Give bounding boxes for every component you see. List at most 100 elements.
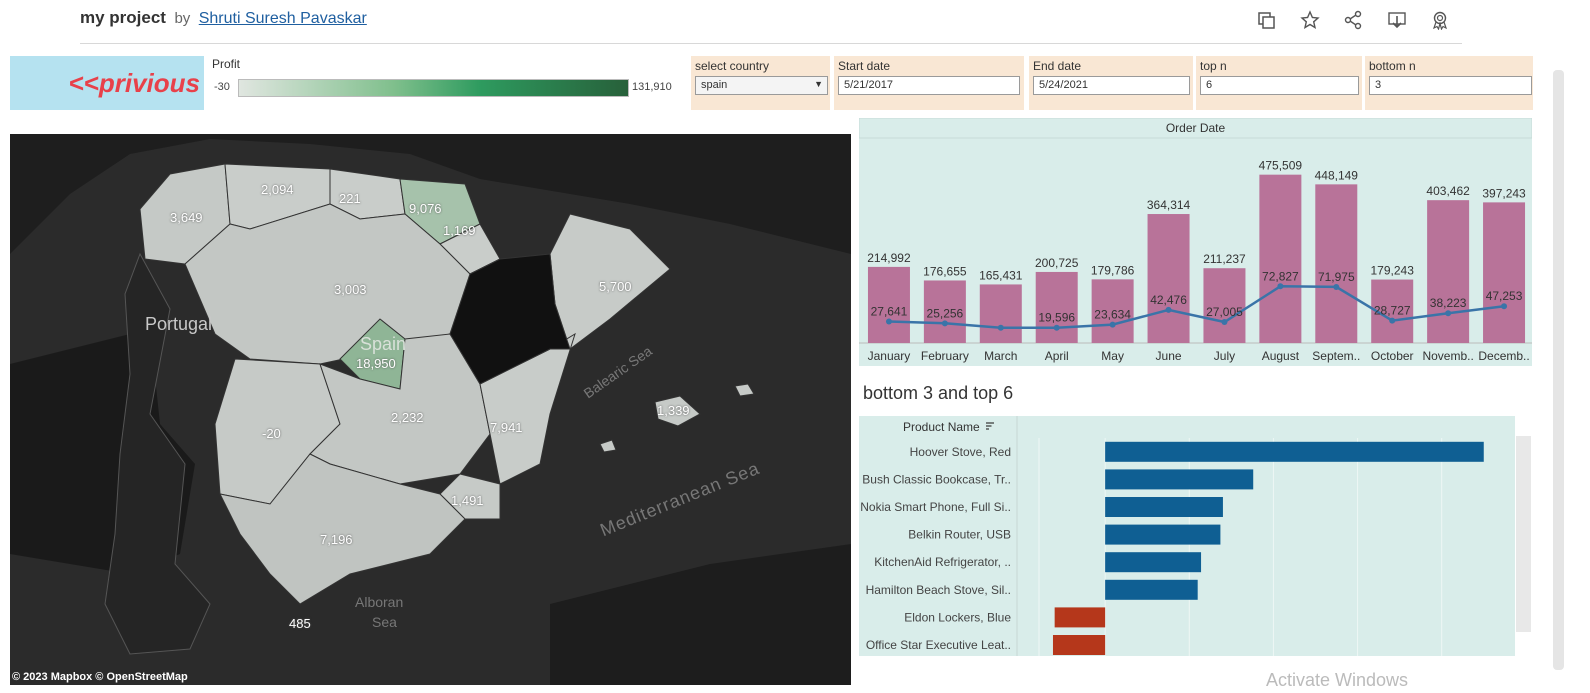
product-bar — [1054, 607, 1106, 628]
filter-country: select country spain ▼ — [691, 56, 830, 110]
product-label: Eldon Lockers, Blue — [904, 610, 1011, 624]
region-value: 9,076 — [409, 201, 442, 216]
filter-label: bottom n — [1369, 59, 1416, 73]
x-tick-label: August — [1262, 349, 1300, 363]
map-canvas — [10, 134, 851, 685]
profit-point — [997, 324, 1004, 331]
end-date-input[interactable]: 5/24/2021 — [1033, 76, 1190, 95]
bar — [1147, 214, 1190, 343]
x-tick-label: October — [1371, 349, 1414, 363]
product-bar — [1105, 441, 1484, 462]
region-balearic — [654, 395, 701, 427]
order-date-chart[interactable]: Order Date 214,992 January 176,655 February 1… — [858, 117, 1533, 366]
chart-scrollbar[interactable] — [1516, 436, 1531, 632]
map-attribution[interactable]: © 2023 Mapbox © OpenStreetMap — [12, 671, 188, 683]
region-value: 5,700 — [599, 279, 632, 294]
watermark-text: Activate Windows — [1266, 670, 1409, 690]
profit-label: 27,641 — [871, 304, 908, 318]
region-andalusia — [219, 453, 466, 605]
filter-label: Start date — [838, 59, 891, 73]
author-link[interactable]: Shruti Suresh Pavaskar — [198, 10, 367, 27]
duplicate-icon[interactable] — [1255, 10, 1277, 32]
bar-label: 397,243 — [1482, 186, 1526, 200]
profit-label: 23,634 — [1094, 308, 1131, 322]
country-select[interactable]: spain ▼ — [695, 76, 828, 95]
x-tick-label: Decemb.. — [1478, 349, 1529, 363]
legend-min: -30 — [214, 81, 230, 93]
region-value: 7,196 — [320, 532, 353, 547]
bar-label: 211,237 — [1203, 252, 1246, 266]
previous-button[interactable]: <<privious — [10, 56, 204, 110]
bar-label: 364,314 — [1147, 198, 1191, 212]
header-bar: my project by Shruti Suresh Pavaskar — [80, 8, 1462, 44]
by-label: by — [174, 10, 191, 27]
bar-label: 475,509 — [1259, 159, 1303, 173]
bar — [979, 284, 1022, 343]
region-value: -20 — [262, 426, 281, 441]
bottom-n-input[interactable]: 3 — [1369, 76, 1532, 95]
filter-label: select country — [695, 59, 770, 73]
filter-label: top n — [1200, 59, 1227, 73]
badge-icon[interactable] — [1429, 10, 1451, 32]
bar-label: 179,786 — [1091, 263, 1135, 277]
profit-label: 19,596 — [1038, 311, 1075, 325]
bar — [923, 280, 966, 343]
profit-point — [941, 320, 948, 327]
region-value: 485 — [289, 616, 311, 631]
product-name-header: Product Name — [903, 420, 980, 434]
region-value: 1,169 — [443, 223, 476, 238]
product-bar-chart[interactable]: Product Name Hoover Stove, Red Bush Classi… — [859, 416, 1515, 656]
profit-point — [885, 318, 892, 325]
profit-color-legend: Profit -30 131,910 — [212, 57, 682, 101]
x-tick-label: March — [984, 349, 1017, 363]
share-icon[interactable] — [1342, 10, 1364, 32]
filter-label: End date — [1033, 59, 1082, 73]
product-bar — [1105, 552, 1202, 573]
product-bar — [1105, 469, 1254, 490]
label-sea: Sea — [372, 614, 397, 630]
product-label: Office Star Executive Leat.. — [866, 638, 1011, 652]
x-tick-label: May — [1101, 349, 1124, 363]
region-value: 3,003 — [334, 282, 367, 297]
bar — [1203, 268, 1246, 343]
label-spain: Spain — [360, 334, 407, 354]
profit-label: 25,256 — [927, 306, 964, 320]
region-value: 2,232 — [391, 410, 424, 425]
x-tick-label: April — [1045, 349, 1069, 363]
row-header-panel — [859, 416, 1017, 656]
region-value: 7,941 — [490, 420, 523, 435]
profit-point — [1277, 283, 1284, 290]
region-value: 2,094 — [261, 182, 294, 197]
spain-profit-map[interactable]: Portugal Spain Balearic Sea Mediterranea… — [10, 134, 851, 685]
page-scrollbar[interactable] — [1553, 70, 1564, 670]
x-tick-label: June — [1156, 349, 1182, 363]
profit-label: 42,476 — [1150, 293, 1187, 307]
bar-label: 214,992 — [867, 251, 911, 265]
bar-label: 165,431 — [979, 268, 1023, 282]
region-value: 1,491 — [451, 493, 484, 508]
top-n-input[interactable]: 6 — [1200, 76, 1359, 95]
bar — [1035, 271, 1078, 343]
download-icon[interactable] — [1386, 10, 1408, 32]
bar — [1427, 200, 1470, 343]
start-date-input[interactable]: 5/21/2017 — [838, 76, 1020, 95]
product-bar-chart-svg: Product Name Hoover Stove, Red Bush Classi… — [859, 416, 1484, 656]
bar-label: 176,655 — [923, 264, 967, 278]
profit-point — [1389, 317, 1396, 324]
star-icon[interactable] — [1299, 10, 1321, 32]
x-tick-label: February — [921, 349, 969, 363]
product-label: Nokia Smart Phone, Full Si.. — [860, 500, 1011, 514]
profit-point — [1445, 310, 1452, 317]
legend-max: 131,910 — [632, 81, 672, 93]
region-value: 1,339 — [657, 403, 690, 418]
legend-gradient — [238, 79, 629, 97]
bar — [867, 266, 910, 343]
bar — [1315, 184, 1358, 343]
profit-label: 47,253 — [1486, 289, 1523, 303]
profit-point — [1501, 303, 1508, 310]
product-label: Hoover Stove, Red — [910, 445, 1011, 459]
product-bar — [1105, 497, 1223, 517]
region-value: 18,950 — [356, 356, 396, 371]
product-bar — [1052, 635, 1106, 655]
sort-icon — [986, 422, 994, 430]
